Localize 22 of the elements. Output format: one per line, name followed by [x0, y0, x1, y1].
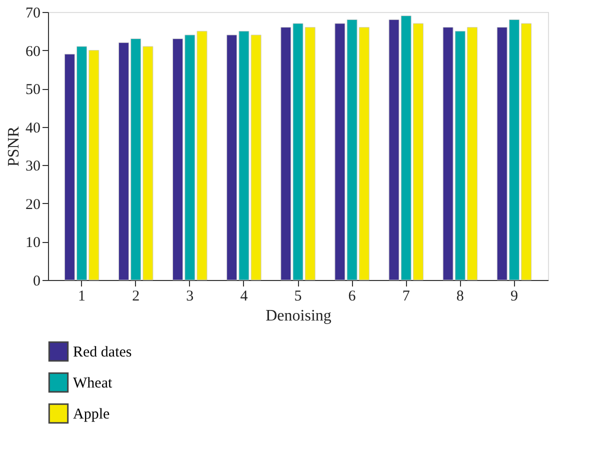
x-tick-label: 3: [186, 288, 194, 304]
x-tick-label: 5: [294, 288, 302, 304]
y-tick-label: 50: [26, 82, 40, 98]
x-tick-label: 6: [348, 288, 356, 304]
legend-label: Wheat: [73, 376, 113, 392]
x-axis-title: Denoising: [266, 308, 332, 324]
x-tick-label: 7: [402, 288, 410, 304]
legend-label: Red dates: [73, 344, 132, 360]
y-tick-label: 20: [26, 196, 40, 213]
y-tick-label: 70: [26, 6, 40, 22]
x-tick-label: 9: [510, 288, 518, 304]
x-tick-label: 2: [132, 288, 140, 304]
y-tick-label: 60: [26, 44, 40, 60]
y-tick-label: 30: [26, 158, 40, 175]
y-axis-title: PSNR: [6, 126, 22, 167]
y-tick-label: 0: [33, 274, 40, 290]
x-tick-label: 8: [456, 288, 464, 304]
y-tick-label: 10: [26, 235, 40, 252]
x-tick-label: 4: [240, 288, 248, 304]
legend-label: Apple: [73, 406, 110, 422]
y-tick-label: 40: [26, 120, 40, 136]
x-tick-label: 1: [78, 288, 86, 304]
